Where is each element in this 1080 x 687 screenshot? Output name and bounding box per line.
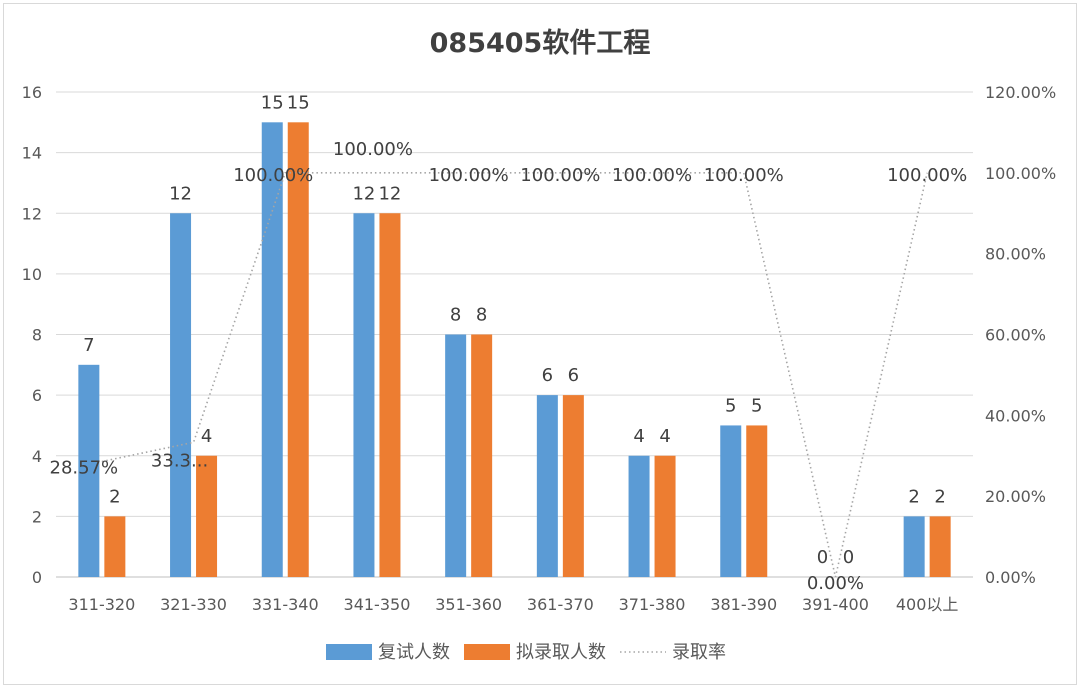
left-tick-label: 10 [22, 265, 42, 284]
rate-value-label: 100.00% [429, 165, 509, 186]
legend-swatch [326, 644, 372, 660]
bar-value-label: 2 [109, 486, 120, 507]
bar-value-label: 6 [568, 365, 579, 386]
right-tick-label: 60.00% [985, 326, 1046, 345]
category-label: 311-320 [68, 595, 135, 614]
bar-admit [104, 516, 126, 577]
right-tick-label: 40.00% [985, 406, 1046, 425]
bar-value-label: 0 [843, 547, 854, 568]
rate-value-label: 0.00% [807, 573, 864, 594]
category-label: 341-350 [344, 595, 411, 614]
rate-value-label: 100.00% [887, 165, 967, 186]
category-label: 351-360 [435, 595, 502, 614]
bar-value-label: 6 [542, 365, 553, 386]
bar-admit [929, 516, 951, 577]
category-label: 381-390 [710, 595, 777, 614]
bar-admit [562, 395, 584, 577]
bar-retest [170, 213, 192, 577]
gridlines [56, 91, 973, 578]
category-label: 321-330 [160, 595, 227, 614]
legend: 复试人数 拟录取人数 录取率 [326, 642, 726, 663]
right-axis: 0.00% 20.00% 40.00% 60.00% 80.00% 100.00% 120.… [985, 83, 1056, 587]
bars [78, 122, 951, 577]
bar-value-label: 0 [817, 547, 828, 568]
rate-value-label: 100.00% [520, 165, 600, 186]
bar-value-label: 12 [378, 183, 401, 204]
bar-value-label: 5 [725, 395, 736, 416]
right-tick-label: 20.00% [985, 487, 1046, 506]
rate-value-label: 100.00% [333, 139, 413, 160]
left-axis: 0 2 4 6 8 10 12 14 16 [22, 83, 42, 587]
bar-value-label: 4 [201, 426, 212, 447]
category-label: 331-340 [252, 595, 319, 614]
bar-retest [353, 213, 375, 577]
legend-swatch [464, 644, 510, 660]
left-tick-label: 14 [22, 144, 42, 163]
left-tick-label: 6 [32, 386, 42, 405]
bar-admit [654, 455, 676, 577]
right-tick-label: 0.00% [985, 568, 1036, 587]
category-label: 400以上 [896, 595, 959, 614]
right-tick-label: 80.00% [985, 245, 1046, 264]
rate-value-label: 100.00% [612, 165, 692, 186]
left-tick-label: 4 [32, 447, 42, 466]
bar-value-label: 2 [934, 486, 945, 507]
bar-retest [628, 455, 650, 577]
category-label: 391-400 [802, 595, 869, 614]
legend-label: 拟录取人数 [516, 642, 606, 663]
bar-retest [720, 425, 742, 577]
bar-retest [261, 122, 283, 577]
bar-value-label: 8 [476, 305, 487, 326]
rate-value-label: 100.00% [233, 165, 313, 186]
bar-retest [445, 334, 467, 577]
bar-value-label: 2 [908, 486, 919, 507]
category-label: 361-370 [527, 595, 594, 614]
rate-series-line [101, 172, 928, 578]
bar-retest [78, 364, 100, 577]
bar-retest [536, 395, 558, 577]
bar-value-label: 15 [261, 92, 284, 113]
bar-value-label: 15 [287, 92, 310, 113]
rate-line [101, 172, 928, 578]
category-label: 371-380 [619, 595, 686, 614]
right-tick-label: 100.00% [985, 164, 1056, 183]
rate-value-label: 33.3... [151, 450, 208, 471]
bar-admit [196, 455, 218, 577]
chart-title: 085405软件工程 [430, 28, 651, 59]
bar-admit [746, 425, 768, 577]
bar-retest [903, 516, 925, 577]
left-tick-label: 0 [32, 568, 42, 587]
bar-admit [379, 213, 401, 577]
left-tick-label: 2 [32, 507, 42, 526]
bar-admit [287, 122, 309, 577]
category-axis: 311-320 321-330 331-340 341-350 351-360 361-3… [68, 595, 958, 614]
bar-value-label: 4 [633, 426, 644, 447]
bar-value-label: 12 [352, 183, 375, 204]
right-tick-label: 120.00% [985, 83, 1056, 102]
bar-value-label: 12 [169, 183, 192, 204]
bar-value-label: 7 [83, 335, 94, 356]
bar-value-label: 4 [659, 426, 670, 447]
legend-label: 录取率 [672, 642, 726, 663]
rate-value-label: 28.57% [50, 458, 119, 479]
left-tick-label: 12 [22, 204, 42, 223]
bar-value-label: 8 [450, 305, 461, 326]
rate-value-label: 100.00% [704, 165, 784, 186]
legend-label: 复试人数 [378, 642, 450, 663]
bar-admit [471, 334, 493, 577]
left-tick-label: 8 [32, 326, 42, 345]
left-tick-label: 16 [22, 83, 42, 102]
bar-value-label: 5 [751, 395, 762, 416]
